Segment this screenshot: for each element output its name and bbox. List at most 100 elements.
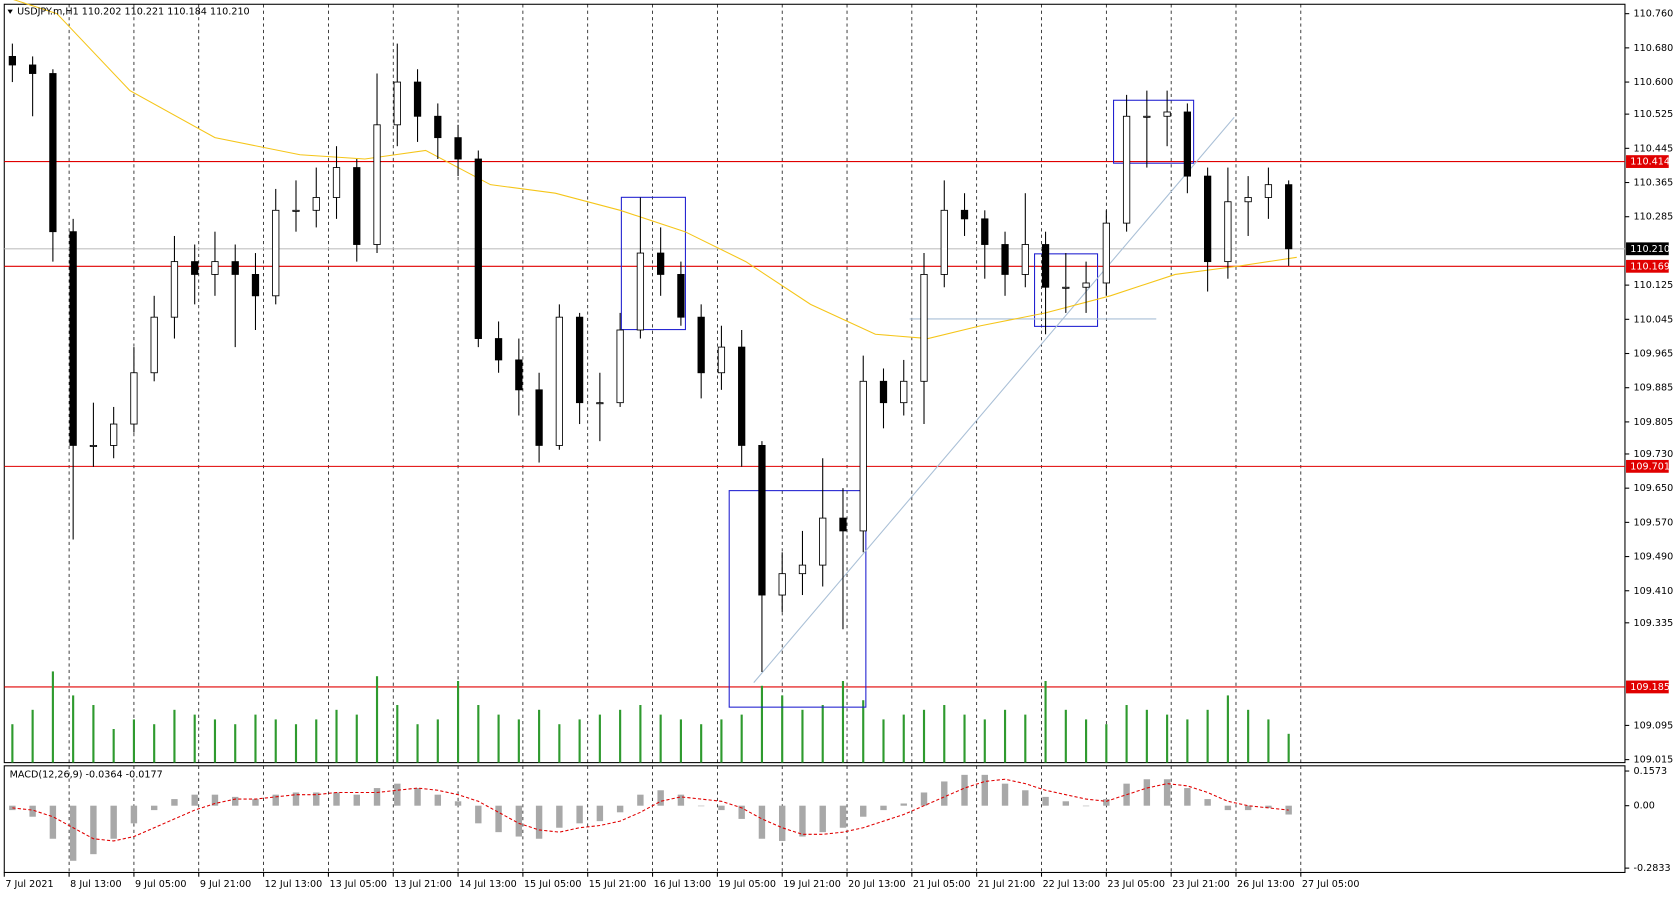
macd-bar: [819, 805, 826, 833]
trend-line: [753, 116, 1235, 683]
y-tick-label: 110.525: [1633, 109, 1673, 120]
macd-bar: [1244, 805, 1252, 811]
candle-body: [596, 402, 604, 405]
volume-bar: [51, 671, 54, 763]
volume-bar: [355, 714, 358, 763]
candle-body: [494, 338, 503, 361]
volume-bar: [416, 724, 419, 763]
macd-bar: [232, 796, 239, 806]
volume-bar: [72, 695, 75, 763]
volume-bar: [1186, 719, 1189, 763]
x-tick-label: 16 Jul 13:00: [654, 879, 712, 890]
macd-bar: [860, 805, 867, 817]
x-tick-label: 21 Jul 05:00: [913, 879, 971, 890]
volume-bar: [760, 685, 764, 763]
candle-body: [1224, 201, 1232, 263]
volume-bar: [436, 719, 439, 763]
macd-bar: [941, 781, 948, 806]
macd-bar: [1082, 805, 1090, 807]
volume-bar: [193, 714, 196, 763]
candle-body: [677, 274, 685, 318]
macd-bar: [434, 794, 442, 806]
macd-bar: [657, 790, 664, 806]
labels: 7 Jul 2021 8 Jul 13:00 9 Jul 05:00 9 Jul 21…: [3, 9, 1673, 890]
macd-bar: [1184, 788, 1191, 806]
macd-bar: [920, 792, 928, 806]
volume-bar: [922, 709, 926, 763]
candle-body: [373, 124, 381, 245]
volume-bar: [112, 729, 115, 763]
macd-y-tick-label: -0.2833: [1633, 863, 1670, 874]
candle-body: [879, 380, 888, 404]
volume-bar: [1166, 714, 1169, 763]
volume-bar: [781, 695, 784, 763]
candle-body: [1102, 222, 1110, 284]
candle-body: [575, 316, 584, 404]
y-tick-label: 110.045: [1633, 314, 1673, 325]
candle-body: [1122, 115, 1131, 224]
volume-bar: [558, 724, 561, 763]
candle-body: [1143, 115, 1151, 118]
candle-body: [515, 359, 523, 391]
x-tick-label: 20 Jul 13:00: [848, 879, 906, 890]
macd: [9, 774, 1292, 861]
macd-bar: [414, 788, 421, 806]
volume-bar: [841, 681, 845, 763]
candle-body: [636, 252, 645, 331]
macd-y-tick-label: 0.1573: [1633, 766, 1667, 777]
box: [620, 196, 686, 331]
current-price-tag: [1626, 242, 1669, 256]
macd-bar: [1265, 805, 1272, 808]
volume-bar: [639, 705, 642, 763]
y-tick-label: 109.965: [1633, 349, 1673, 360]
macd-bar: [738, 805, 745, 819]
macd-bar: [1163, 779, 1171, 806]
candle-body: [758, 444, 766, 596]
candle-body: [1244, 197, 1252, 203]
y-tick-label: 110.760: [1633, 9, 1673, 20]
x-tick-label: 23 Jul 05:00: [1107, 879, 1165, 890]
macd-y-tick-label: 0.00: [1633, 801, 1654, 812]
volume-bar: [1226, 695, 1229, 763]
candle-body: [110, 423, 118, 446]
volume-bar: [153, 724, 156, 763]
volume-bar: [31, 709, 34, 763]
macd-bar: [313, 792, 320, 806]
menu-arrow[interactable]: [7, 9, 13, 14]
volume-bar: [619, 709, 622, 763]
candle-body: [8, 55, 17, 66]
y-tick-label: 109.885: [1633, 383, 1673, 394]
volume-bar: [1024, 714, 1027, 763]
candle-body: [211, 261, 219, 275]
macd-bar: [475, 805, 482, 824]
x-tick-label: 19 Jul 21:00: [783, 879, 841, 890]
volume-bar: [315, 719, 318, 763]
macd-bar: [799, 805, 806, 837]
level-tag: [1626, 459, 1669, 473]
volume-bar: [1145, 709, 1148, 763]
x-tick-label: 12 Jul 13:00: [265, 879, 323, 890]
candle-body: [49, 73, 57, 233]
macd-bar: [292, 792, 300, 806]
candle-body: [1001, 244, 1009, 275]
candle-body: [940, 209, 948, 275]
macd-bar: [839, 805, 847, 828]
macd-bar: [718, 805, 725, 811]
candle-body: [616, 329, 624, 404]
level-label: 110.169: [1630, 261, 1670, 272]
macd-bar: [394, 783, 401, 806]
volume-bar: [1085, 719, 1088, 763]
candle-body: [960, 209, 969, 220]
candle-body: [555, 316, 563, 446]
volume-bar: [943, 705, 946, 763]
macd-bar: [1143, 779, 1151, 806]
y-tick-label: 109.410: [1633, 586, 1673, 597]
candle-body: [1021, 244, 1029, 275]
moving-average: [13, 0, 1297, 340]
volume-bar: [882, 719, 885, 763]
y-tick-label: 109.490: [1633, 552, 1673, 563]
candle-body: [1203, 175, 1212, 263]
candle-body: [1062, 286, 1070, 289]
volume-bar: [375, 676, 379, 763]
macd-bar: [333, 792, 340, 806]
